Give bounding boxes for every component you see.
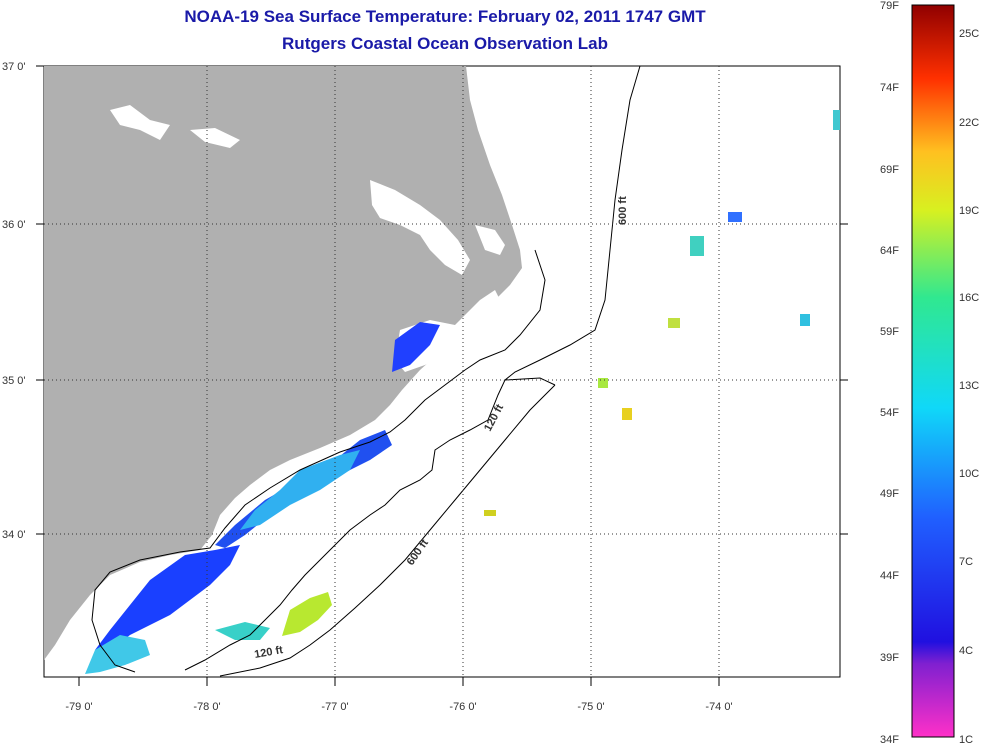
lat-label: 36 0' bbox=[2, 219, 26, 231]
map-subtitle: Rutgers Coastal Ocean Observation Lab bbox=[282, 34, 608, 53]
lon-label: -74 0' bbox=[705, 701, 732, 713]
contour-label-600ft-north: 600 ft bbox=[617, 196, 629, 225]
sst-patch-mid bbox=[85, 635, 150, 674]
colorbar-f-label: 49F bbox=[880, 488, 899, 500]
lon-label: -79 0' bbox=[65, 701, 92, 713]
inlet-water bbox=[110, 105, 170, 140]
colorbar-f-label: 79F bbox=[880, 0, 899, 12]
colorbar-c-label: 19C bbox=[959, 205, 980, 217]
colorbar-f-label: 64F bbox=[880, 245, 899, 257]
sst-patch-mid bbox=[215, 622, 270, 640]
colorbar-f-label: 54F bbox=[880, 407, 899, 419]
colorbar-f-label: 39F bbox=[880, 652, 899, 664]
sst-patch-warm bbox=[622, 408, 632, 420]
colorbar-f-label: 44F bbox=[880, 570, 899, 582]
sst-patch-mid bbox=[690, 236, 704, 256]
colorbar-f-label: 59F bbox=[880, 326, 899, 338]
lon-label: -76 0' bbox=[449, 701, 476, 713]
colorbar-c-label: 16C bbox=[959, 292, 980, 304]
colorbar-f-label: 34F bbox=[880, 734, 899, 746]
colorbar-c-label: 7C bbox=[959, 556, 974, 568]
lon-label: -77 0' bbox=[321, 701, 348, 713]
lat-label: 37 0' bbox=[2, 61, 26, 73]
inlet-water bbox=[190, 128, 240, 148]
colorbar-c-label: 22C bbox=[959, 117, 980, 129]
colorbar-c-label: 13C bbox=[959, 380, 980, 392]
graticule bbox=[44, 66, 840, 677]
axis-ticks bbox=[36, 65, 848, 686]
sst-patch-mid bbox=[240, 450, 360, 530]
sst-patch-warm bbox=[598, 378, 608, 388]
lon-label: -78 0' bbox=[193, 701, 220, 713]
sst-patch-mid bbox=[800, 314, 810, 326]
lat-label: 35 0' bbox=[2, 375, 26, 387]
coastal-lagoon bbox=[475, 225, 505, 255]
colorbar-c-label: 4C bbox=[959, 645, 974, 657]
lon-label: -75 0' bbox=[577, 701, 604, 713]
colorbar bbox=[911, 4, 955, 738]
colorbar-c-label: 1C bbox=[959, 734, 974, 746]
contour-label-120ft-south: 120 ft bbox=[253, 644, 284, 661]
lat-label: 34 0' bbox=[2, 529, 26, 541]
colorbar-c-label: 10C bbox=[959, 468, 980, 480]
contour-600ft-south bbox=[219, 384, 556, 677]
sst-patch-cold bbox=[728, 212, 742, 222]
map-title: NOAA-19 Sea Surface Temperature: Februar… bbox=[184, 7, 706, 26]
contour-coastal bbox=[91, 249, 546, 673]
colorbar-f-label: 69F bbox=[880, 164, 899, 176]
colorbar-f-label: 74F bbox=[880, 82, 899, 94]
sst-patch-cold bbox=[392, 322, 440, 372]
sst-patch-mid bbox=[833, 110, 840, 130]
sst-patch-warm bbox=[282, 592, 332, 636]
sound-water bbox=[370, 180, 470, 275]
contour-120ft bbox=[184, 379, 506, 671]
colorbar-c-label: 25C bbox=[959, 28, 980, 40]
sst-patch-warm bbox=[484, 510, 496, 516]
sst-patch-warm bbox=[668, 318, 680, 328]
sst-patch-cold bbox=[95, 545, 240, 660]
